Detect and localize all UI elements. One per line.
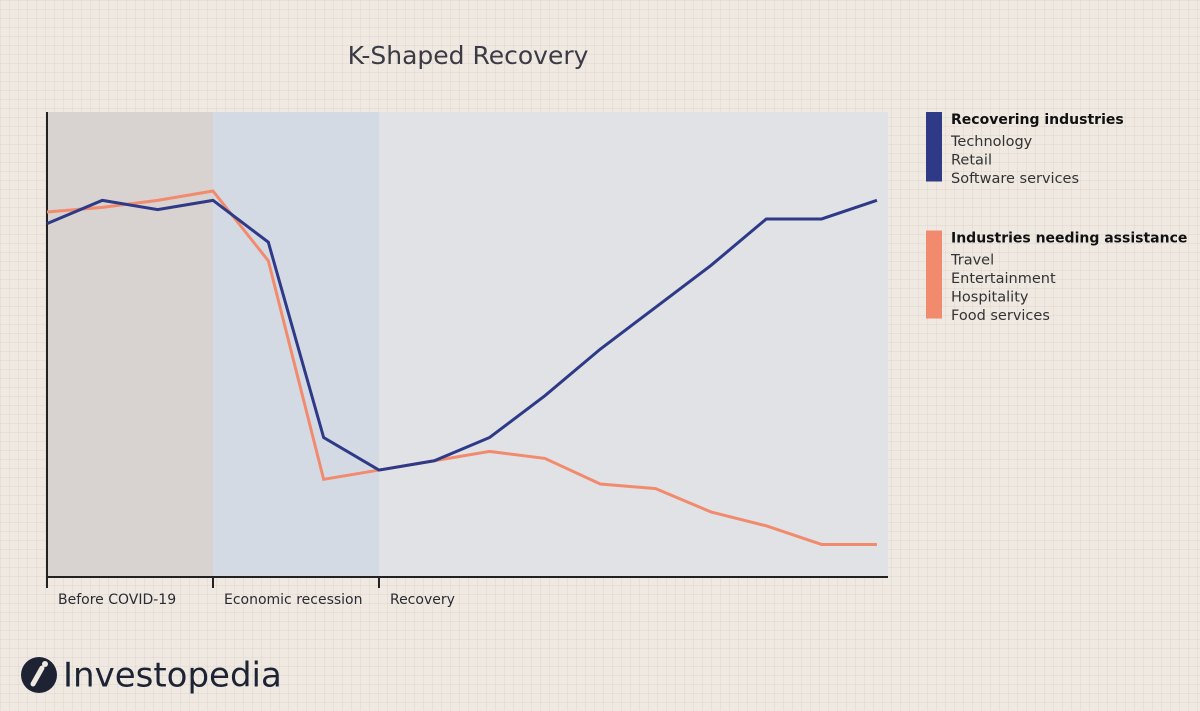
chart-title: K-Shaped Recovery <box>348 41 589 70</box>
legend-title: Industries needing assistance <box>951 231 1187 247</box>
phase-label: Economic recession <box>224 592 363 608</box>
legend-item: Food services <box>951 308 1050 324</box>
logo-icon-mark <box>30 665 45 687</box>
legend-title: Recovering industries <box>951 112 1124 128</box>
phase-label: Recovery <box>390 592 455 608</box>
legend-item: Retail <box>951 153 992 169</box>
phase-band <box>47 112 213 577</box>
legend-item: Entertainment <box>951 271 1056 287</box>
series-line <box>46 189 877 546</box>
logo-icon-dot <box>42 661 48 667</box>
legend-item: Software services <box>951 171 1079 187</box>
logo: Investopedia <box>21 656 282 696</box>
legend-swatch <box>926 230 942 319</box>
legend-item: Technology <box>950 134 1033 150</box>
legend-item: Travel <box>950 253 994 269</box>
legend-item: Hospitality <box>951 290 1029 306</box>
logo-text: Investopedia <box>63 656 282 696</box>
phase-band <box>378 112 888 577</box>
plot-area: Before COVID-19 Economic recession Recover… <box>46 112 888 608</box>
legend-swatch <box>926 112 942 182</box>
phase-label: Before COVID-19 <box>58 592 176 608</box>
series-line <box>46 198 878 472</box>
